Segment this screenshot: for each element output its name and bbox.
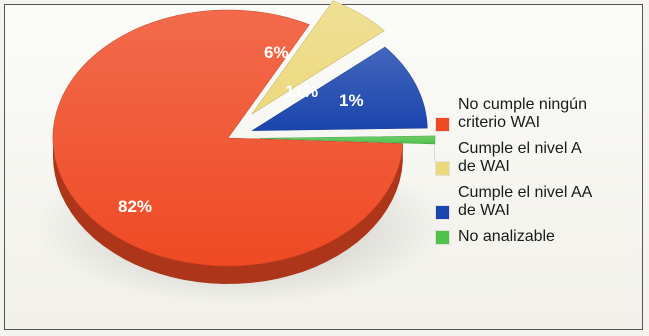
legend-label: Cumple el nivel A de WAI bbox=[458, 140, 582, 175]
legend-label: Cumple el nivel AA de WAI bbox=[458, 184, 593, 219]
legend-label: No cumple ningún criterio WAI bbox=[458, 96, 587, 131]
pie-slice-shine bbox=[251, 0, 385, 115]
legend-swatch bbox=[436, 118, 449, 131]
pie-data-label-no-analizable: 1% bbox=[339, 91, 364, 110]
legend-item-nivel-aa: Cumple el nivel AA de WAI bbox=[436, 184, 636, 220]
pie-slice-shine bbox=[252, 47, 428, 131]
pie-slice-shine bbox=[52, 10, 403, 267]
pie-slice-shine bbox=[260, 135, 436, 144]
legend-item-no-analizable: No analizable bbox=[436, 228, 636, 246]
legend-swatch bbox=[436, 162, 449, 175]
pie-data-label-cumple-el-nivel-aa-de-wai: 11% bbox=[285, 82, 318, 101]
legend-swatch bbox=[436, 231, 449, 244]
legend-item-nivel-a: Cumple el nivel A de WAI bbox=[436, 140, 636, 176]
pie-data-label-no-cumple-ningun-criterio-wai: 82% bbox=[118, 197, 152, 216]
legend-label: No analizable bbox=[458, 228, 555, 245]
pie-tops bbox=[52, 0, 436, 267]
pie-labels: 82% 6% 11% 1% bbox=[118, 43, 364, 216]
pie-data-label-cumple-el-nivel-a-de-wai: 6% bbox=[264, 43, 289, 62]
legend: No cumple ningún criterio WAI Cumple el … bbox=[436, 96, 636, 246]
legend-swatch bbox=[436, 206, 449, 219]
legend-item-no-cumple: No cumple ningún criterio WAI bbox=[436, 96, 636, 132]
